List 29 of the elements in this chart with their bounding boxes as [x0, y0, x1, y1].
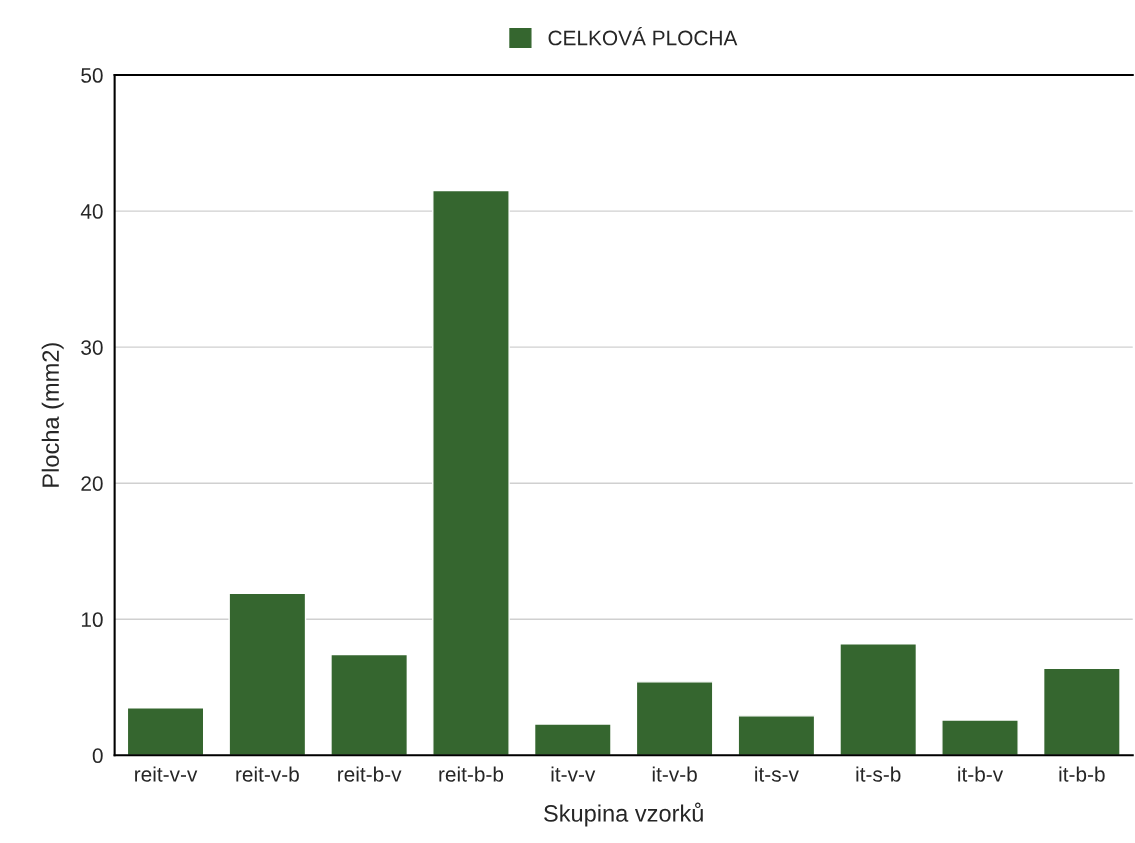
y-tick-label: 50	[81, 68, 103, 83]
y-tick-label: 40	[80, 204, 103, 219]
x-tick-label: it-v-b	[652, 766, 697, 782]
x-tick-label: it-b-v	[958, 766, 1004, 782]
x-tick-label: it-s-b	[856, 766, 901, 782]
bar	[839, 643, 918, 756]
bar	[1042, 667, 1121, 756]
x-tick-label: reit-v-b	[236, 766, 299, 782]
bar	[432, 189, 510, 756]
bar	[126, 707, 205, 756]
bar	[737, 715, 816, 756]
y-tick-label: 0	[92, 748, 103, 764]
y-tick-label: 20	[81, 476, 103, 491]
bar	[330, 653, 409, 756]
x-tick-label: reit-b-b	[439, 766, 504, 782]
y-tick-label: 30	[81, 340, 103, 355]
bar	[228, 592, 307, 756]
bar	[635, 681, 714, 756]
x-tick-label: it-s-v	[755, 766, 799, 782]
x-axis-title: Skupina vzorků	[544, 802, 703, 827]
bar	[941, 719, 1019, 756]
y-tick-label: 10	[81, 612, 103, 628]
legend-label: CELKOVÁ PLOCHA	[548, 27, 738, 46]
x-tick-label: reit-v-v	[135, 766, 198, 782]
x-tick-label: it-v-v	[551, 766, 596, 782]
y-axis-title: Plocha (mm2)	[41, 343, 64, 487]
x-tick-label: it-b-b	[1059, 766, 1105, 782]
x-tick-label: reit-b-v	[338, 766, 402, 782]
bar	[533, 723, 612, 756]
